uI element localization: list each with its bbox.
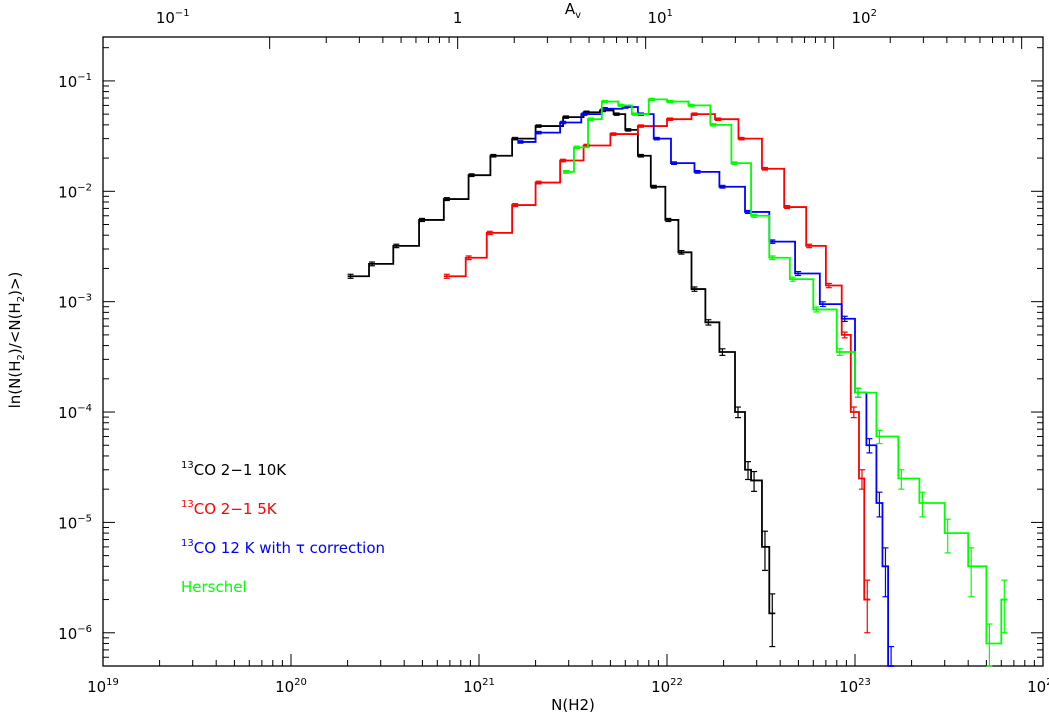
x-tick-label: 1021 <box>463 677 495 696</box>
x-tick-label: 1019 <box>87 677 119 696</box>
series-0 <box>347 108 776 648</box>
series-2 <box>517 105 895 667</box>
y-tick-label: 10−3 <box>58 293 92 312</box>
series-step-line <box>517 106 895 667</box>
y-tick-label: 10−6 <box>58 624 92 643</box>
top-tick-label: 102 <box>852 8 877 27</box>
series-step-line <box>443 113 871 601</box>
y-tick-label: 10−5 <box>58 513 92 532</box>
y-tick-label: 10−1 <box>58 72 92 91</box>
top-tick-label: 10−1 <box>156 8 190 27</box>
series-step-line <box>563 98 1008 645</box>
legend: 13CO 2−1 10K 13CO 2−1 5K 13CO 12 K with τ … <box>181 460 385 596</box>
legend-entry: 13CO 2−1 5K <box>181 499 278 518</box>
legend-entry: 13CO 2−1 10K <box>181 460 287 479</box>
data-series <box>347 97 1008 667</box>
x-tick-label: 1022 <box>651 677 683 696</box>
y-tick-labels: 10−1 10−2 10−3 10−4 10−5 10−6 <box>58 72 92 643</box>
x-tick-labels: 1019 1020 1021 1022 1023 1024 <box>87 677 1049 696</box>
x-tick-label: 1023 <box>839 677 871 696</box>
top-axis-tick-labels: 10−11101102103 <box>156 8 877 27</box>
legend-entry: Herschel <box>181 578 247 596</box>
legend-entry: 13CO 12 K with τ correction <box>181 538 385 557</box>
x-axis-title: N(H2) <box>551 696 595 714</box>
series-3 <box>563 97 1008 667</box>
top-axis-title: Av <box>565 0 581 21</box>
y-tick-label: 10−4 <box>58 403 92 422</box>
top-tick-label: 1 <box>453 9 463 27</box>
series-1 <box>443 112 871 634</box>
axis-ticks <box>102 37 1044 667</box>
x-tick-label: 1024 <box>1027 677 1049 696</box>
x-tick-label: 1020 <box>275 677 307 696</box>
y-axis-title: ln(N(H2)/<N(H2)>) <box>6 272 27 409</box>
top-tick-label: 101 <box>647 8 672 27</box>
y-tick-label: 10−2 <box>58 182 92 201</box>
series-step-line <box>347 109 776 615</box>
plot-frame <box>102 36 1044 667</box>
